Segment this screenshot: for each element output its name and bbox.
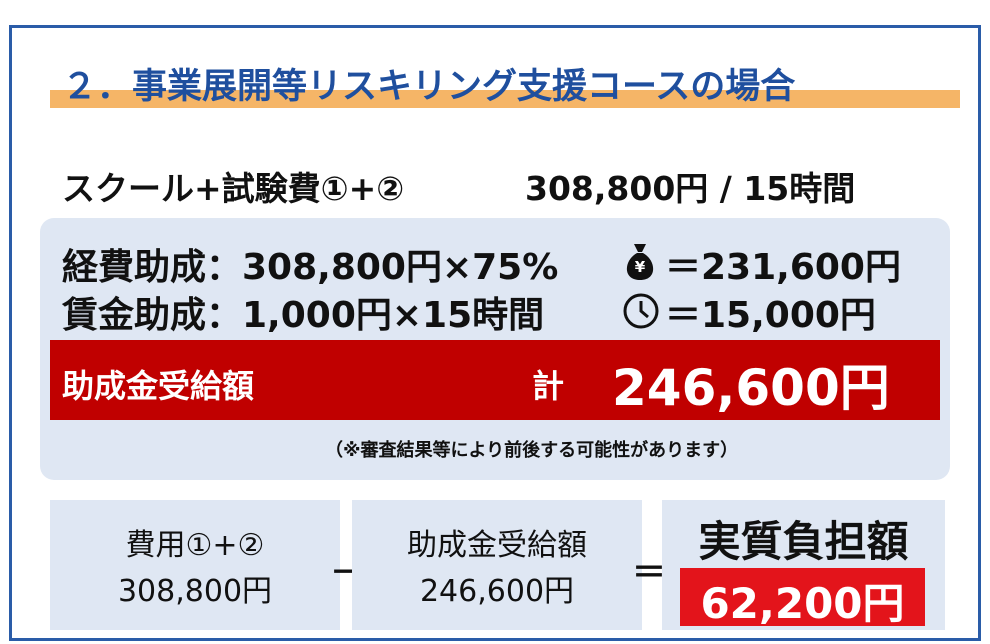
row-result: ＝15,000円 xyxy=(665,295,876,336)
total-label: 助成金受給額 xyxy=(62,367,255,405)
note: （※審査結果等により前後する可能性があります） xyxy=(325,440,739,461)
net-amount-box xyxy=(680,568,925,626)
cost-amount: 308,800円 xyxy=(117,574,273,609)
total-sum-label: 計 xyxy=(532,367,565,405)
row-result: ＝231,600円 xyxy=(665,247,901,288)
total-amount: 246,600円 xyxy=(612,359,890,417)
net-label: 実質負担額 xyxy=(698,517,909,566)
equals-sign: ＝ xyxy=(632,553,666,593)
subsidy-amount: 246,600円 xyxy=(419,574,575,609)
money-bag-icon: ¥ xyxy=(626,244,654,280)
total-bar xyxy=(50,340,940,420)
clock-icon xyxy=(623,293,659,329)
course-amount: 308,800円 / 15時間 xyxy=(525,169,856,208)
row-label: 賃金助成：1,000円×15時間 xyxy=(62,295,545,336)
subsidy-box xyxy=(352,500,642,630)
svg-text:¥: ¥ xyxy=(635,258,646,276)
cost-box xyxy=(50,500,340,630)
title-highlight xyxy=(50,90,960,108)
course-label: スクール+試験費①+② xyxy=(62,169,405,208)
title: ２．事業展開等リスキリング支援コースの場合 xyxy=(62,67,796,107)
subsidy-label: 助成金受給額 xyxy=(407,528,587,563)
frame xyxy=(9,25,981,641)
row-label: 経費助成：308,800円×75% xyxy=(62,247,559,288)
cost-label: 費用①+② xyxy=(125,528,265,563)
net-amount: 62,200円 xyxy=(700,579,905,628)
